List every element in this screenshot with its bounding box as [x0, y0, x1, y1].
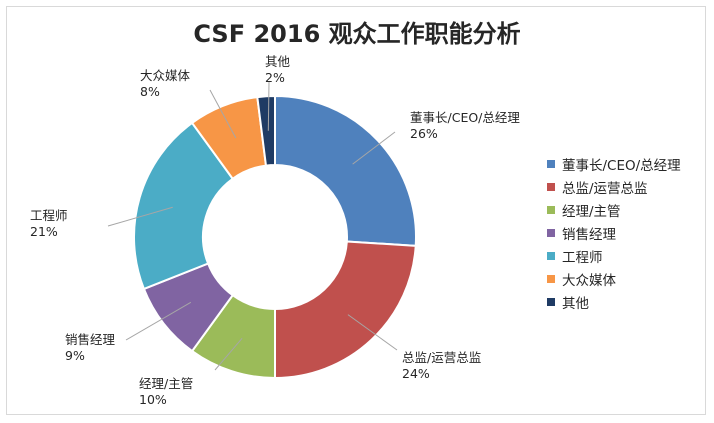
leader-line-5 [107, 206, 173, 227]
legend-swatch-7 [547, 297, 555, 306]
slice-label-value-2: 24% [402, 366, 430, 381]
legend-item-4: 销售经理 [547, 221, 681, 244]
slice-label-value-1: 26% [410, 126, 438, 141]
legend-label-1: 董事长/CEO/总经理 [562, 157, 681, 174]
legend-swatch-1 [547, 159, 555, 168]
legend-item-2: 总监/运营总监 [547, 175, 681, 198]
leader-line-2 [347, 314, 398, 351]
legend-label-2: 总监/运营总监 [562, 180, 648, 197]
slice-label-value-6: 8% [140, 84, 160, 99]
legend-item-5: 工程师 [547, 244, 681, 267]
slice-label-value-3: 10% [139, 392, 167, 407]
slice-label-name-1: 董事长/CEO/总经理 [410, 110, 520, 125]
legend-swatch-6 [547, 274, 555, 283]
legend-label-7: 其他 [562, 295, 589, 312]
slice-label-name-2: 总监/运营总监 [402, 350, 481, 365]
legend-item-3: 经理/主管 [547, 198, 681, 221]
slice-label-name-3: 经理/主管 [139, 376, 193, 391]
slice-2 [274, 240, 417, 380]
legend-label-6: 大众媒体 [562, 272, 616, 289]
legend-item-7: 其他 [547, 290, 681, 313]
chart-title: CSF 2016 观众工作职能分析 [193, 20, 521, 48]
slice-5 [133, 121, 235, 291]
slice-label-value-4: 9% [65, 348, 85, 363]
slice-1 [274, 94, 417, 247]
legend-swatch-3 [547, 205, 555, 214]
slice-label-value-7: 2% [265, 70, 285, 85]
slice-label-name-4: 销售经理 [65, 332, 116, 347]
legend-label-4: 销售经理 [562, 226, 616, 243]
leader-line-6 [209, 89, 237, 139]
slice-label-name-6: 大众媒体 [140, 68, 191, 83]
leader-line-1 [352, 131, 396, 165]
legend-label-3: 经理/主管 [562, 203, 621, 220]
slice-7 [256, 94, 276, 167]
legend-label-5: 工程师 [562, 249, 603, 266]
leader-line-3 [214, 337, 243, 371]
slice-label-value-5: 21% [30, 224, 58, 239]
slice-label-name-5: 工程师 [30, 208, 68, 223]
legend-item-1: 董事长/CEO/总经理 [547, 152, 681, 175]
leader-line-4 [125, 301, 192, 341]
legend-swatch-4 [547, 228, 555, 237]
legend-swatch-5 [547, 251, 555, 260]
legend-item-6: 大众媒体 [547, 267, 681, 290]
legend-swatch-2 [547, 182, 555, 191]
slice-label-name-7: 其他 [265, 54, 291, 69]
chart-legend: 董事长/CEO/总经理 总监/运营总监 经理/主管销售经理工程师大众媒体其他 [547, 152, 681, 313]
leader-line-7 [267, 81, 270, 131]
